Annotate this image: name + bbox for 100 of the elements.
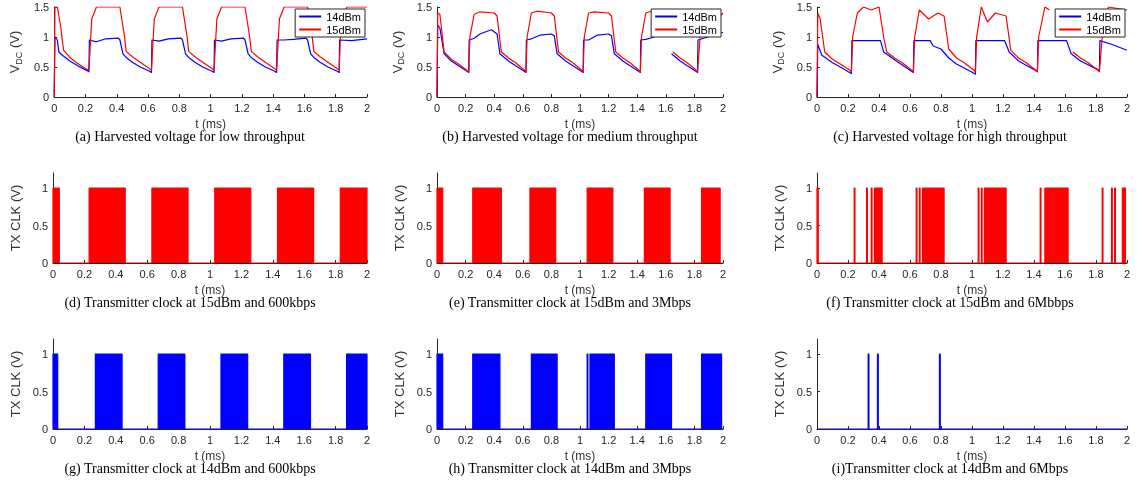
x-tick-label: 1	[206, 267, 214, 280]
x-tick-label: 1.2	[600, 101, 617, 114]
x-tick-label: 1.4	[265, 101, 281, 114]
x-tick-label: 2	[1123, 433, 1131, 446]
x-tick-label: 1.2	[995, 267, 1011, 280]
x-tick-label: 1.2	[995, 433, 1011, 446]
x-tick-label: 0.6	[515, 101, 531, 114]
x-tick-label: 1.8	[328, 101, 344, 114]
y-axis-title: TX CLK (V)	[7, 350, 23, 418]
x-axis-title: t (ms)	[564, 282, 596, 297]
y-tick-label: 1.5	[33, 1, 50, 13]
x-tick-label: 1	[968, 267, 976, 280]
x-tick-label: 0	[813, 267, 821, 280]
x-tick-label: 1	[968, 101, 976, 114]
y-axis-title: TX CLK (V)	[771, 184, 787, 252]
y-tick-label: 0.5	[416, 219, 432, 232]
x-axis-title: t (ms)	[956, 448, 988, 463]
x-tick-label: 0.2	[457, 101, 474, 114]
y-tick-label: 0.5	[416, 385, 432, 398]
x-axis-title: t (ms)	[194, 282, 226, 297]
x-tick-label: 0.2	[457, 267, 474, 280]
x-tick-label: 0.2	[76, 433, 93, 446]
y-tick-label: 0	[425, 91, 432, 103]
x-tick-label: 1	[968, 433, 976, 446]
x-tick-label: 0.2	[457, 433, 474, 446]
x-tick-label: 1	[576, 267, 584, 280]
x-tick-label: 0.4	[108, 433, 124, 446]
x-tick-label: 0	[813, 101, 821, 114]
x-tick-label: 2	[1123, 101, 1131, 114]
x-tick-label: 1.4	[1026, 433, 1042, 446]
x-tick-label: 0.2	[840, 267, 856, 280]
x-tick-label: 1.4	[265, 267, 281, 280]
x-tick-label: 0	[813, 433, 821, 446]
x-tick-label: 1.4	[265, 433, 281, 446]
y-tick-label: 0.5	[796, 219, 812, 232]
x-tick-label: 0.4	[871, 101, 887, 114]
x-tick-label: 0	[433, 101, 441, 114]
x-axis-title: t (ms)	[195, 116, 226, 131]
y-tick-label: 0.5	[796, 61, 812, 73]
x-tick-label: 0.6	[515, 267, 531, 280]
x-tick-label: 0	[433, 267, 441, 280]
x-tick-label: 1.6	[658, 433, 674, 446]
y-tick-label: 1	[425, 348, 432, 360]
y-tick-label: 0.5	[32, 219, 48, 232]
x-tick-label: 1.8	[1088, 267, 1104, 280]
x-axis-title: t (ms)	[564, 116, 596, 131]
x-tick-label: 1	[576, 101, 584, 114]
x-tick-label: 1.4	[629, 267, 645, 280]
x-tick-label: 1.2	[234, 101, 250, 114]
y-tick-label: 0.5	[33, 61, 50, 73]
legend-label: 14dBm	[1086, 10, 1122, 23]
x-axis-title: t (ms)	[564, 448, 596, 463]
x-tick-label: 0.8	[933, 101, 949, 114]
y-tick-label: 0	[425, 257, 432, 269]
y-tick-label: 1	[425, 31, 432, 43]
y-tick-label: 0.5	[416, 61, 432, 73]
x-tick-label: 0.4	[108, 267, 124, 280]
x-tick-label: 0.2	[76, 267, 93, 280]
x-tick-label: 0.2	[840, 101, 856, 114]
x-tick-label: 0.6	[139, 267, 155, 280]
y-axis-title: VDC (V)	[769, 30, 787, 74]
y-tick-label: 1	[425, 182, 432, 194]
x-tick-label: 0.2	[77, 101, 94, 114]
y-tick-label: 0.5	[796, 385, 812, 398]
x-tick-label: 0	[433, 433, 441, 446]
x-tick-label: 0.4	[871, 433, 887, 446]
y-tick-label: 0	[425, 423, 432, 435]
x-tick-label: 2	[1123, 267, 1131, 280]
x-tick-label: 1	[206, 433, 214, 446]
x-tick-label: 1.6	[1057, 267, 1073, 280]
y-tick-label: 0	[41, 257, 48, 269]
legend-label: 14dBm	[682, 10, 718, 23]
x-tick-label: 1.8	[327, 267, 344, 280]
x-tick-label: 1	[207, 101, 214, 114]
x-tick-label: 0.8	[933, 433, 949, 446]
x-tick-label: 1.4	[629, 433, 645, 446]
x-tick-label: 1.6	[296, 101, 313, 114]
y-tick-label: 0	[805, 257, 812, 269]
x-tick-label: 0.6	[902, 101, 918, 114]
y-axis-title: TX CLK (V)	[391, 350, 407, 418]
x-tick-label: 2	[719, 267, 727, 280]
x-tick-label: 2	[363, 433, 371, 446]
y-tick-label: 1	[41, 348, 48, 360]
x-tick-label: 1.8	[1088, 433, 1104, 446]
y-tick-label: 1	[805, 348, 812, 360]
y-tick-label: 0	[805, 423, 812, 435]
y-tick-label: 0.5	[32, 385, 48, 398]
x-tick-label: 2	[363, 101, 371, 114]
x-tick-label: 0.8	[170, 433, 187, 446]
legend-label: 15dBm	[1086, 23, 1122, 36]
y-tick-label: 0	[43, 91, 50, 103]
x-tick-label: 1.8	[686, 101, 703, 114]
x-tick-label: 0.4	[486, 101, 502, 114]
x-tick-label: 0.8	[170, 267, 187, 280]
y-tick-label: 1.5	[796, 1, 812, 13]
legend-label: 15dBm	[682, 23, 718, 36]
x-tick-label: 1.2	[600, 433, 617, 446]
x-tick-label: 0.6	[902, 433, 918, 446]
x-tick-label: 1.6	[658, 267, 674, 280]
line-series	[53, 6, 368, 98]
